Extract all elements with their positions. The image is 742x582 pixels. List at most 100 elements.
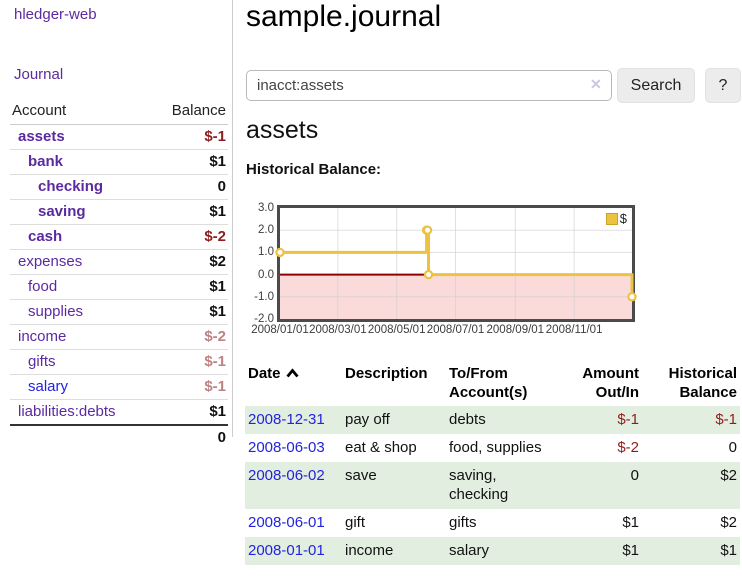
- account-balance: $1: [209, 403, 226, 420]
- x-axis-tick-label: 2008/09/01: [486, 324, 545, 336]
- register-col-historical: Historical Balance: [668, 365, 737, 401]
- search-button[interactable]: Search: [617, 68, 695, 103]
- account-row: food $1: [10, 275, 228, 300]
- account-link-food[interactable]: food: [28, 278, 58, 295]
- account-link-bank[interactable]: bank: [28, 153, 64, 170]
- legend-swatch-icon: [605, 212, 618, 225]
- transaction-description: income: [345, 542, 394, 559]
- account-balance: 0: [217, 178, 226, 195]
- register-col-amount: Amount Out/In: [582, 365, 639, 401]
- transaction-balance: $2: [720, 467, 737, 484]
- transaction-row: 2008-12-31 pay off debts $-1 $-1: [245, 406, 740, 434]
- account-link-liabilities-debts[interactable]: liabilities:debts: [18, 403, 116, 420]
- account-balance: $-1: [204, 128, 226, 145]
- app-brand-link[interactable]: hledger-web: [14, 6, 97, 23]
- page-title: sample.journal: [246, 0, 442, 33]
- sidebar-accounts-table: Account Balance assets $-1 bank $1 checking 0…: [10, 100, 228, 450]
- transaction-row: 2008-06-03 eat & shop food, supplies $-2 0: [245, 434, 740, 462]
- account-link-assets[interactable]: assets: [18, 128, 65, 145]
- nav-journal-link[interactable]: Journal: [14, 66, 64, 83]
- help-button[interactable]: ?: [705, 68, 741, 103]
- sidebar-divider: [232, 0, 233, 437]
- account-link-income[interactable]: income: [18, 328, 67, 345]
- transaction-description: gift: [345, 514, 366, 531]
- accounts-header-balance: Balance: [150, 100, 228, 125]
- x-axis-tick-label: 2008/05/01: [367, 324, 426, 336]
- account-link-saving[interactable]: saving: [38, 203, 86, 220]
- account-row: supplies $1: [10, 300, 228, 325]
- x-axis-tick-label: 2008/07/01: [426, 324, 485, 336]
- transaction-balance: $1: [720, 542, 737, 559]
- transaction-row: 2008-06-01 gift gifts $1 $2: [245, 509, 740, 537]
- transaction-date-link[interactable]: 2008-06-01: [248, 514, 325, 531]
- y-axis-tick-label: 2.0: [258, 224, 274, 237]
- account-row: bank $1: [10, 150, 228, 175]
- transaction-row: 2008-06-02 save saving, checking 0 $2: [245, 462, 740, 509]
- historical-balance-chart: 3.0 2.0 1.0 0.0 -1.0 -2.0 $ 2008/01/01 2008/03…: [246, 196, 742, 342]
- transaction-date-link[interactable]: 2008-01-01: [248, 542, 325, 559]
- transaction-date-link[interactable]: 2008-06-03: [248, 439, 325, 456]
- register-col-description: Description: [345, 365, 428, 382]
- account-link-cash[interactable]: cash: [28, 228, 63, 245]
- account-balance: $2: [209, 253, 226, 270]
- transaction-date-link[interactable]: 2008-12-31: [248, 411, 325, 428]
- transaction-balance: $2: [720, 514, 737, 531]
- y-axis-tick-label: 1.0: [258, 246, 274, 259]
- account-row: expenses $2: [10, 250, 228, 275]
- transaction-description: save: [345, 467, 377, 484]
- transaction-amount: $1: [622, 514, 639, 531]
- register-col-tofrom: To/From Account(s): [449, 365, 528, 401]
- account-link-gifts[interactable]: gifts: [28, 353, 56, 370]
- transaction-accounts: gifts: [449, 514, 477, 531]
- account-link-expenses[interactable]: expenses: [18, 253, 83, 270]
- y-axis-tick-label: -1.0: [254, 290, 274, 303]
- sidebar-accounts-body: assets $-1 bank $1 checking 0 saving $1 cash $-2 e…: [10, 125, 228, 451]
- account-balance: $-2: [204, 328, 226, 345]
- transaction-amount: $1: [622, 542, 639, 559]
- account-row: saving $1: [10, 200, 228, 225]
- account-link-supplies[interactable]: supplies: [28, 303, 84, 320]
- y-axis-tick-label: 3.0: [258, 202, 274, 214]
- account-link-salary[interactable]: salary: [28, 378, 69, 395]
- sort-ascending-icon: [285, 368, 299, 378]
- x-axis-tick-label: 2008/11/01: [545, 324, 603, 336]
- transaction-amount: $-2: [617, 439, 639, 456]
- account-balance: $1: [209, 278, 226, 295]
- account-row: income $-2: [10, 325, 228, 350]
- account-balance: $1: [209, 153, 226, 170]
- register-body: 2008-12-31 pay off debts $-1 $-1 2008-06-03 ea…: [245, 406, 740, 565]
- account-row: assets $-1: [10, 125, 228, 150]
- account-row: cash $-2: [10, 225, 228, 250]
- accounts-total-balance: 0: [217, 429, 226, 446]
- accounts-total-row: 0: [10, 425, 228, 450]
- chart-canvas: [275, 208, 637, 319]
- transaction-accounts: food, supplies: [449, 439, 542, 456]
- transaction-accounts: debts: [449, 411, 486, 428]
- transaction-balance: 0: [728, 439, 737, 456]
- transaction-date-link[interactable]: 2008-06-02: [248, 467, 325, 484]
- x-axis-tick-label: 2008/03/01: [309, 324, 367, 336]
- account-row: salary $-1: [10, 375, 228, 400]
- account-heading: assets: [246, 116, 319, 144]
- transaction-amount: $-1: [617, 411, 639, 428]
- transaction-row: 2008-01-01 income salary $1 $1: [245, 537, 740, 565]
- legend-label: $: [619, 211, 627, 226]
- accounts-header-account: Account: [10, 100, 151, 125]
- transaction-accounts: saving, checking: [449, 467, 509, 503]
- search-input[interactable]: [246, 70, 612, 101]
- y-axis-tick-label: 0.0: [258, 268, 274, 281]
- transaction-description: pay off: [345, 411, 390, 428]
- account-link-checking[interactable]: checking: [38, 178, 104, 195]
- register-col-date[interactable]: Date: [245, 361, 342, 406]
- chart-title: Historical Balance:: [246, 161, 382, 178]
- transaction-description: eat & shop: [345, 439, 417, 456]
- transaction-amount: 0: [630, 467, 639, 484]
- chart-plot-area: $: [275, 205, 637, 322]
- transaction-accounts: salary: [449, 542, 490, 559]
- clear-search-icon[interactable]: ✕: [590, 76, 602, 92]
- chart-legend: $: [603, 210, 630, 227]
- x-axis-tick-label: 2008/01/01: [251, 324, 309, 336]
- transaction-balance: $-1: [715, 411, 737, 428]
- account-row: gifts $-1: [10, 350, 228, 375]
- register-table: Date Description To/From Account(s) Amount Ou…: [245, 361, 740, 565]
